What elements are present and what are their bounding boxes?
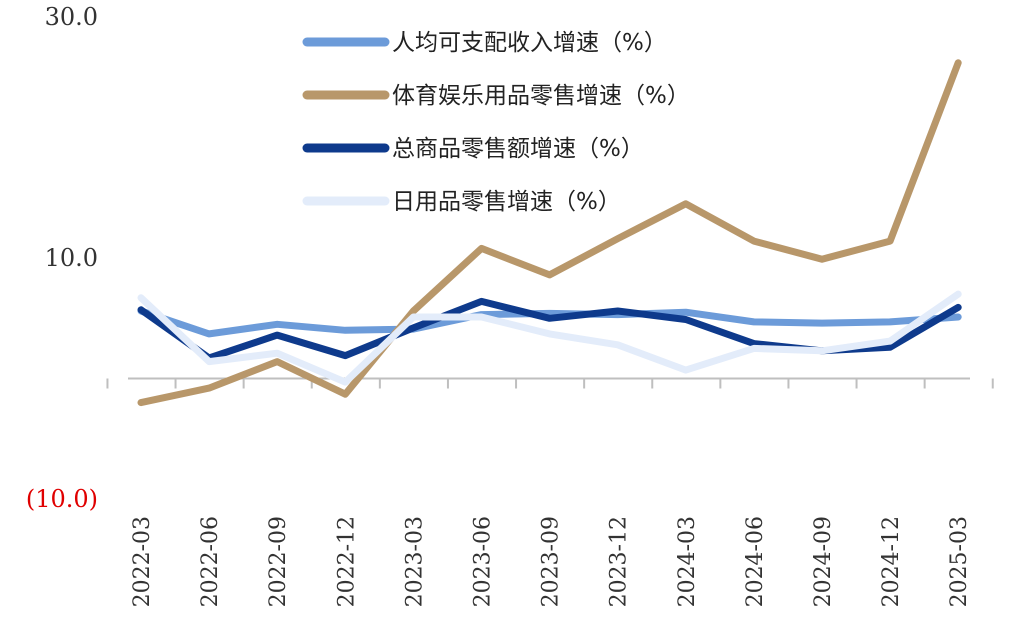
legend: 人均可支配收入增速（%） 体育娱乐用品零售增速（%） 总商品零售额增速（%） 日用品零… <box>302 30 690 215</box>
x-axis: 2022-03 2022-06 2022-09 2022-12 2023-03 2023-… <box>106 377 994 607</box>
x-tick-label: 2023-09 <box>539 516 564 607</box>
legend-label: 体育娱乐用品零售增速（%） <box>392 83 690 109</box>
x-tick-label: 2023-12 <box>607 516 632 607</box>
series-lines <box>137 59 962 407</box>
x-tick-label: 2023-03 <box>402 516 427 607</box>
series-line-2 <box>137 59 962 407</box>
series-line-4 <box>137 290 962 386</box>
legend-label: 人均可支配收入增速（%） <box>392 30 667 56</box>
y-tick-label: 10.0 <box>45 244 98 272</box>
x-tick-label: 2024-03 <box>675 516 700 607</box>
y-axis-ticks: 30.0 10.0 (10.0) <box>26 3 98 513</box>
x-tick-label: 2022-12 <box>334 516 359 607</box>
x-tick-label: 2024-09 <box>811 516 836 607</box>
x-tick-label: 2025-03 <box>947 516 972 607</box>
y-tick-label: 30.0 <box>45 3 98 31</box>
legend-label: 总商品零售额增速（%） <box>392 136 644 162</box>
x-tick-label: 2022-06 <box>198 516 223 607</box>
x-tick-label: 2023-06 <box>471 516 496 607</box>
x-tick-label: 2024-12 <box>879 516 904 607</box>
legend-label: 日用品零售增速（%） <box>392 189 621 215</box>
x-tick-label: 2022-09 <box>266 516 291 607</box>
x-tick-label: 2024-06 <box>743 516 768 607</box>
y-tick-label: (10.0) <box>26 485 98 513</box>
series-line-1 <box>137 307 962 338</box>
x-tick-label: 2022-03 <box>130 516 155 607</box>
